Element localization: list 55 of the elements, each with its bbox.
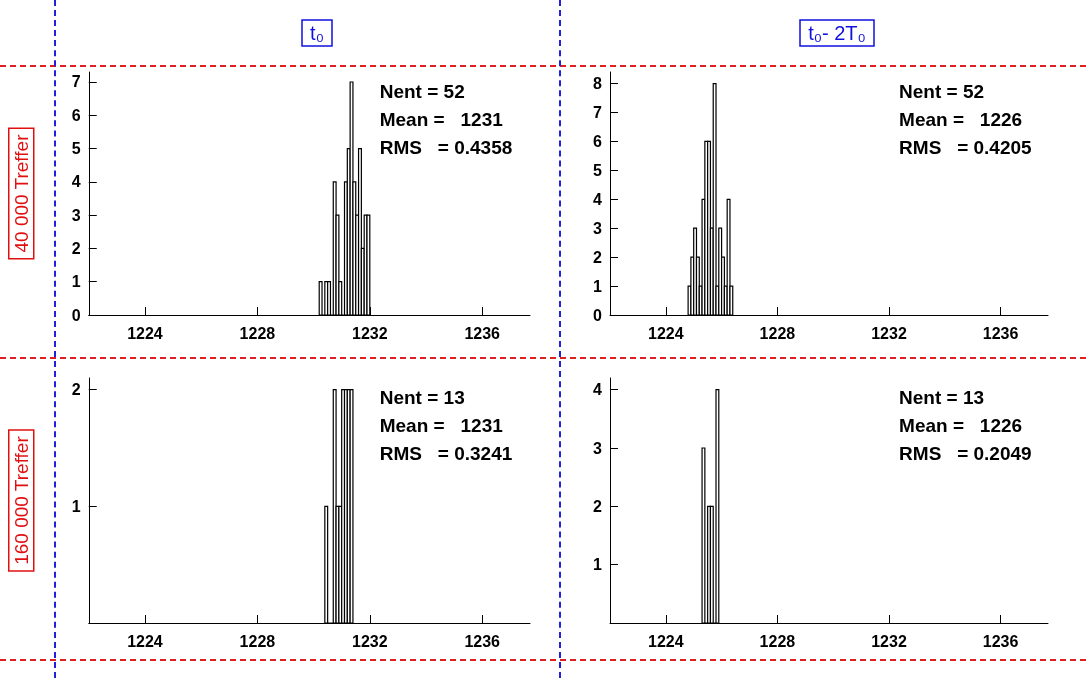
annotation: Nent = 13: [899, 387, 985, 408]
annotation: Mean = 1231: [379, 109, 504, 130]
y-tick-label: 1: [593, 556, 603, 574]
x-tick-label: 1236: [982, 632, 1019, 650]
y-tick-label: 2: [71, 381, 81, 399]
annotation: RMS = 0.2049: [899, 443, 1032, 464]
y-tick-label: 0: [71, 306, 81, 324]
y-tick-label: 3: [593, 439, 603, 457]
y-tick-label: 7: [593, 104, 603, 121]
y-tick-label: 3: [71, 206, 81, 224]
y-tick-label: 5: [593, 161, 603, 179]
x-tick-label: 1232: [871, 632, 907, 650]
y-tick-label: 2: [71, 239, 81, 257]
annotation: Mean = 1226: [899, 415, 1023, 436]
y-tick-label: 6: [593, 132, 603, 150]
x-tick-label: 1224: [127, 632, 163, 650]
x-tick-label: 1228: [239, 324, 276, 342]
x-tick-label: 1232: [352, 324, 388, 342]
annotation: RMS = 0.4205: [899, 137, 1033, 158]
y-tick-label: 2: [593, 248, 603, 266]
annotation: Nent = 13: [379, 387, 465, 408]
chart-title: t₀- 2T₀: [808, 22, 866, 44]
y-tick-label: 0: [593, 306, 603, 324]
y-tick-label: 6: [71, 106, 81, 124]
y-tick-label: 4: [593, 381, 603, 399]
x-tick-label: 1236: [464, 324, 501, 342]
x-tick-label: 1232: [871, 324, 907, 342]
annotation: RMS = 0.4358: [379, 137, 513, 158]
annotation: Nent = 52: [899, 81, 985, 102]
x-tick-label: 1224: [648, 324, 684, 342]
y-axis-title: 160 000 Treffer: [10, 435, 32, 565]
y-tick-label: 1: [593, 277, 603, 295]
x-tick-label: 1224: [648, 632, 684, 650]
x-tick-label: 1232: [352, 632, 388, 650]
x-tick-label: 1228: [239, 632, 276, 650]
y-tick-label: 3: [593, 219, 603, 237]
y-tick-label: 5: [71, 140, 81, 158]
y-tick-label: 1: [71, 273, 81, 291]
annotation: Mean = 1231: [379, 415, 504, 436]
annotation: Mean = 1226: [899, 109, 1023, 130]
y-tick-label: 8: [593, 75, 603, 93]
x-tick-label: 1224: [127, 324, 163, 342]
x-tick-label: 1228: [759, 324, 796, 342]
y-axis-title: 40 000 Treffer: [10, 133, 32, 253]
x-tick-label: 1236: [464, 632, 501, 650]
y-tick-label: 4: [593, 190, 603, 208]
x-tick-label: 1236: [982, 324, 1019, 342]
chart-title: t₀: [310, 22, 324, 44]
annotation: RMS = 0.3241: [379, 443, 513, 464]
y-tick-label: 1: [71, 497, 81, 515]
y-tick-label: 2: [593, 497, 603, 515]
x-tick-label: 1228: [759, 632, 796, 650]
annotation: Nent = 52: [379, 81, 465, 102]
y-tick-label: 4: [71, 173, 81, 191]
y-tick-label: 7: [71, 73, 81, 91]
